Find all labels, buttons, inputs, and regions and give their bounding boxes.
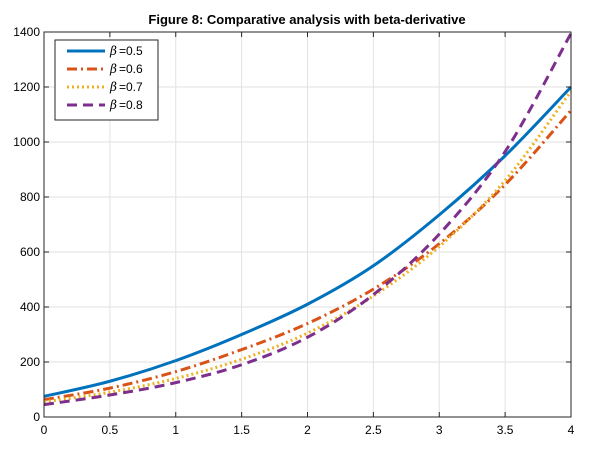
- legend-symbol: β: [109, 80, 117, 94]
- x-tick-label: 1: [172, 423, 179, 437]
- legend-label-3: =0.7: [119, 80, 143, 94]
- legend-box: [54, 39, 159, 121]
- legend-label-4: =0.8: [119, 98, 143, 112]
- y-tick-label: 1200: [13, 80, 40, 94]
- legend-label-2: =0.6: [119, 62, 143, 76]
- x-tick-label: 2.5: [365, 423, 382, 437]
- x-tick-label: 3.5: [497, 423, 514, 437]
- x-tick-label: 0.5: [102, 423, 119, 437]
- legend-label-1: =0.5: [119, 44, 143, 58]
- legend-symbol: β: [109, 98, 117, 112]
- legend: β =0.5β =0.6β =0.7β =0.8: [54, 39, 159, 121]
- series-line-3: [43, 90, 573, 404]
- y-tick-label: 0: [33, 410, 40, 424]
- y-tick-label: 600: [20, 245, 40, 259]
- x-tick-label: 2: [304, 423, 311, 437]
- axes: 0 0.5 1 1.5 2 2.5 3 3.5 4 0 200 400 600 800 1000 1200 14…: [13, 25, 574, 437]
- series-line-4: [43, 32, 573, 407]
- series-line-2: [43, 109, 573, 402]
- legend-symbol: β: [109, 62, 117, 76]
- x-tick-label: 3: [436, 423, 443, 437]
- series-layer: [43, 32, 573, 407]
- y-tick-label: 200: [20, 355, 40, 369]
- y-tick-label: 1000: [13, 135, 40, 149]
- series-line-1: [43, 85, 573, 398]
- x-tick-label: 0: [41, 423, 48, 437]
- x-tick-label: 4: [568, 423, 575, 437]
- chart-title: Figure 8: Comparative analysis with beta…: [148, 12, 465, 27]
- y-tick-label: 400: [20, 300, 40, 314]
- legend-symbol: β: [109, 44, 117, 58]
- x-tick-label: 1.5: [233, 423, 250, 437]
- y-tick-label: 1400: [13, 25, 40, 39]
- y-tick-label: 800: [20, 190, 40, 204]
